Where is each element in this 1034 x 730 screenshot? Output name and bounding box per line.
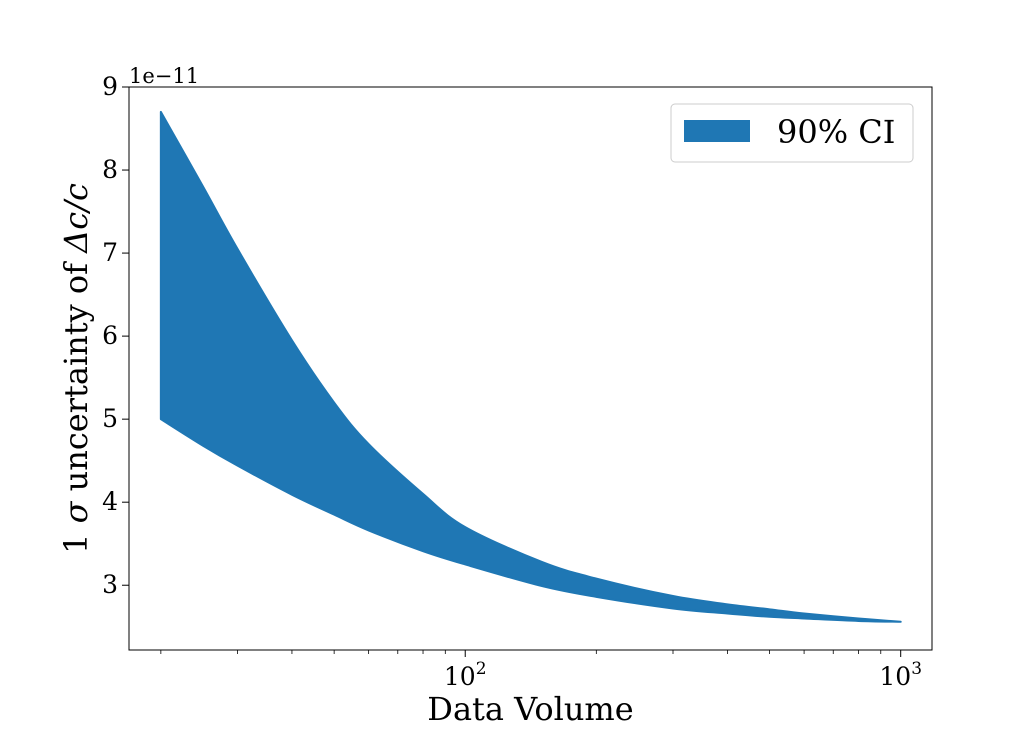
x-tick-exponent: 3	[911, 659, 922, 679]
plot-frame	[128, 86, 933, 651]
y-axis-label: 1 σ uncertainty of Δc/c	[57, 183, 95, 554]
x-axis-label: Data Volume	[427, 690, 633, 728]
y-tick-label: 9	[102, 72, 118, 101]
x-axis: 102 103	[160, 650, 922, 691]
y-axis-label-middle: uncertainty of	[57, 253, 95, 502]
y-tick-label: 4	[102, 487, 118, 516]
y-tick-label: 6	[102, 321, 118, 350]
y-axis: 3 4 5 6 7 8 9	[102, 72, 129, 599]
y-tick-label: 3	[102, 570, 118, 599]
y-tick-label: 7	[102, 238, 118, 267]
y-offset-label: 1e−11	[129, 64, 199, 88]
x-tick-base: 10	[444, 662, 476, 691]
legend-swatch	[684, 120, 750, 142]
x-tick-label: 103	[879, 659, 922, 691]
legend-box	[670, 103, 914, 163]
x-tick-base: 10	[879, 662, 911, 691]
ci-band	[159, 110, 902, 623]
y-axis-label-ratio: Δc/c	[57, 183, 95, 255]
legend-label: 90% CI	[777, 113, 895, 151]
x-tick-label: 102	[444, 659, 487, 691]
legend: 90% CI	[670, 103, 914, 163]
y-axis-label-prefix: 1	[57, 523, 95, 554]
y-tick-label: 8	[102, 155, 118, 184]
y-axis-label-sigma: σ	[57, 500, 95, 523]
x-tick-exponent: 2	[476, 659, 487, 679]
y-tick-label: 5	[102, 404, 118, 433]
